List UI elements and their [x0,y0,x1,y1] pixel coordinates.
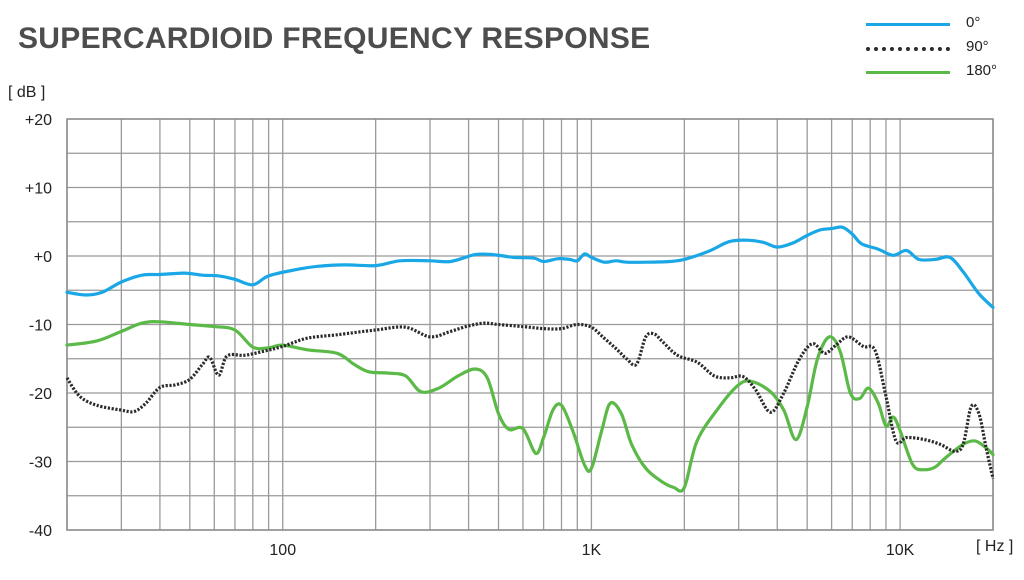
y-tick-label: -40 [29,523,52,540]
plot-frame [66,118,994,531]
chart-title: SUPERCARDIOID FREQUENCY RESPONSE [18,22,651,55]
tick-labels: +20 +10 +0 -10 -20 -30 -40 100 1K 10K [25,112,915,559]
y-tick-label: +10 [25,181,52,198]
x-tick-label: 100 [269,542,296,559]
legend-item-90deg: 90° [862,36,1012,60]
series-line-180deg [65,320,995,493]
x-tick-label: 1K [582,542,602,559]
series-lines [65,225,995,493]
legend-swatch-180deg [866,71,950,74]
y-tick-label: -10 [29,318,52,335]
x-tick-label: 10K [886,542,915,559]
y-tick-label: -30 [29,455,52,472]
x-axis-label: [ Hz ] [976,538,1014,555]
legend-label-0deg: 0° [966,14,981,31]
legend-swatch-0deg [866,23,950,26]
legend: 0° 90° 180° [862,12,1012,84]
y-axis-label: [ dB ] [8,84,46,101]
y-tick-label: -20 [29,386,52,403]
legend-item-180deg: 180° [862,60,1012,84]
series-line-0deg [65,225,995,309]
legend-label-180deg: 180° [966,62,998,79]
y-tick-label: +20 [25,112,52,129]
legend-item-0deg: 0° [862,12,1012,36]
legend-label-90deg: 90° [966,38,989,55]
y-tick-label: +0 [34,249,52,266]
legend-swatch-90deg [866,47,950,51]
series-line-90deg [65,321,995,479]
